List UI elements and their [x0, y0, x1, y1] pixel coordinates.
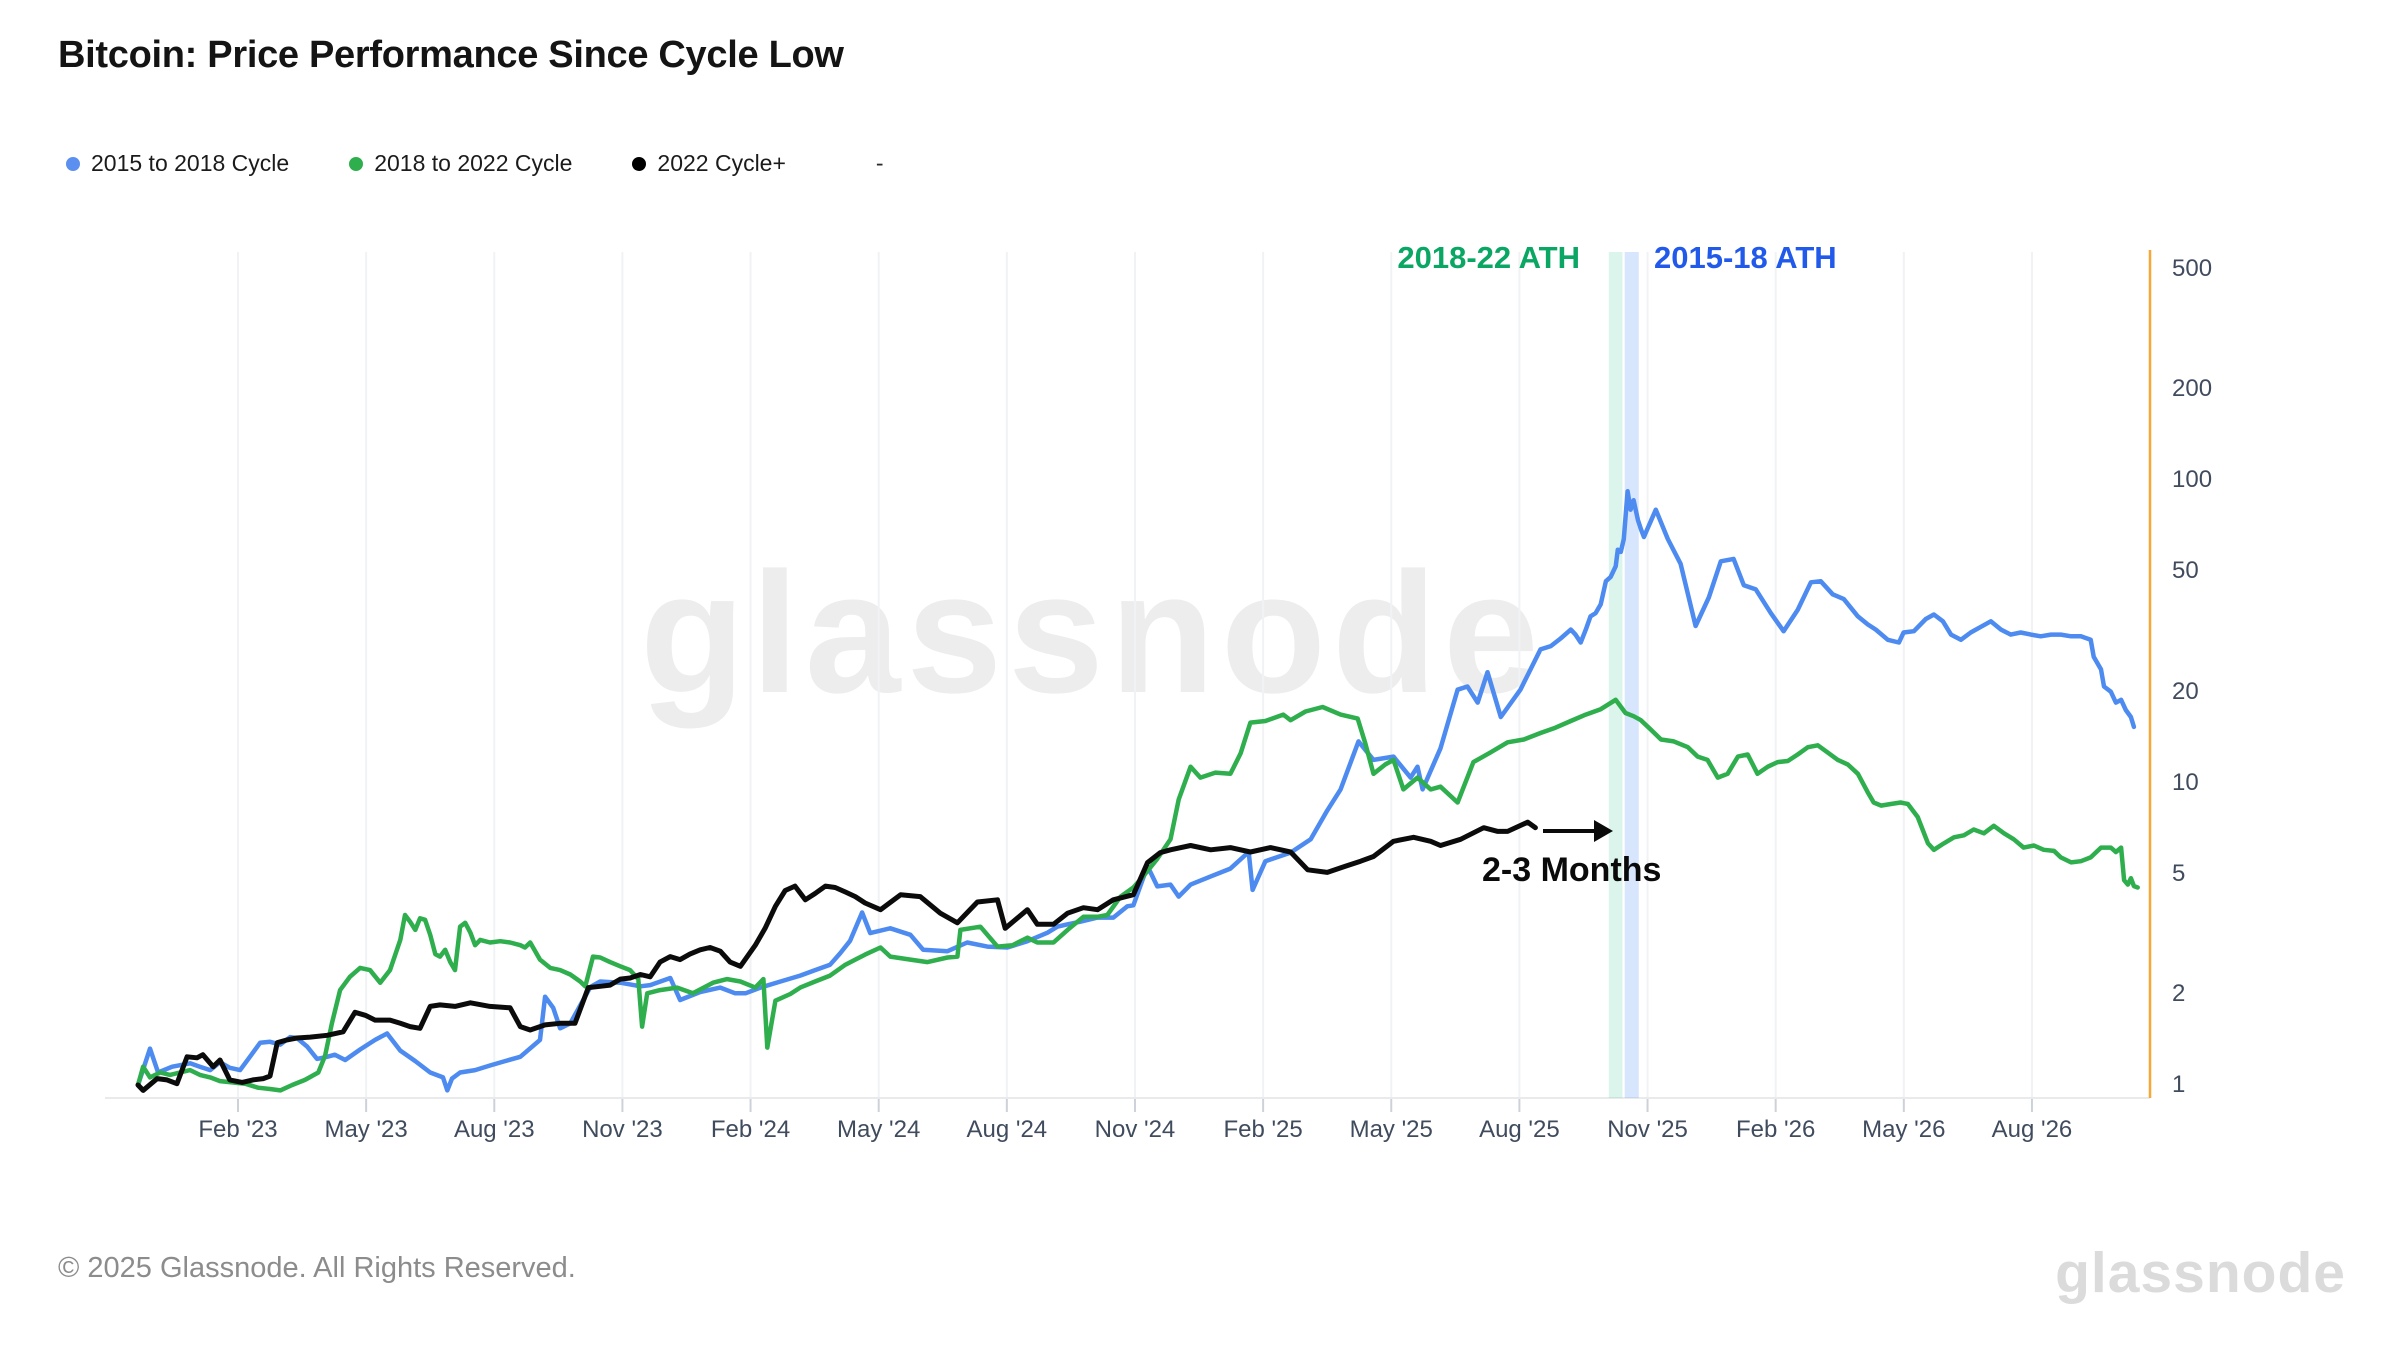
series-line[interactable]: [135, 489, 2137, 1093]
annotation-2015-18-ath: 2015-18 ATH: [1654, 240, 1837, 275]
glassnode-logo: glassnode: [2055, 1241, 2346, 1305]
y-tick-label: 5: [2172, 859, 2186, 887]
x-tick-label: Nov '23: [582, 1116, 663, 1143]
x-tick-label: Feb '26: [1736, 1116, 1816, 1143]
y-tick-label: 200: [2172, 375, 2213, 403]
x-tick-label: May '25: [1349, 1116, 1433, 1143]
y-tick-label: 1: [2172, 1071, 2186, 1098]
legend-item[interactable]: 2022 Cycle+: [632, 150, 786, 177]
x-tick-label: Nov '24: [1094, 1116, 1176, 1143]
legend-dot-icon: [349, 156, 364, 171]
x-tick-label: Feb '25: [1223, 1116, 1303, 1143]
x-tick-label: Feb '23: [198, 1116, 278, 1143]
annotation-2018-22-ath: 2018-22 ATH: [1397, 240, 1580, 275]
x-tick-label: Aug '23: [453, 1116, 535, 1143]
y-tick-label: 100: [2172, 466, 2213, 494]
watermark-text: glassnode: [640, 537, 1545, 729]
legend-label: 2022 Cycle+: [657, 150, 786, 176]
arrow-icon: [1543, 820, 1613, 842]
x-tick-label: Aug '26: [1991, 1116, 2073, 1143]
y-tick-label: 20: [2172, 677, 2199, 705]
copyright-text: © 2025 Glassnode. All Rights Reserved.: [58, 1252, 576, 1284]
series-line[interactable]: [135, 819, 1538, 1093]
x-tick-label: Feb '24: [710, 1116, 791, 1143]
y-tick-label: 2: [2172, 979, 2186, 1007]
x-tick-label: Aug '24: [966, 1116, 1048, 1143]
x-tick-label: May '23: [324, 1116, 408, 1143]
series-line[interactable]: [135, 697, 2140, 1093]
legend-extra: -: [875, 150, 884, 176]
y-tick-label: 500: [2172, 255, 2213, 283]
legend-label: 2015 to 2018 Cycle: [91, 150, 290, 176]
x-tick-label: May '26: [1862, 1116, 1946, 1143]
legend-item[interactable]: 2018 to 2022 Cycle: [349, 150, 572, 177]
legend: 2015 to 2018 Cycle 2018 to 2022 Cycle 2022…: [66, 150, 884, 177]
legend-label: 2018 to 2022 Cycle: [374, 150, 573, 176]
x-tick-label: Aug '25: [1479, 1116, 1560, 1143]
page-title: Bitcoin: Price Performance Since Cycle L…: [58, 34, 844, 76]
annotation-2-3-months: 2-3 Months: [1482, 851, 1662, 889]
x-tick-label: May '24: [837, 1116, 921, 1143]
ath-band: [1624, 252, 1639, 1098]
legend-dot-icon: [632, 156, 647, 171]
y-tick-label: 50: [2172, 557, 2199, 585]
x-tick-label: Nov '25: [1607, 1116, 1688, 1143]
y-tick-label: 10: [2172, 768, 2199, 796]
legend-dot-icon: [66, 156, 80, 171]
ath-band: [1608, 252, 1623, 1098]
legend-item[interactable]: 2015 to 2018 Cycle: [66, 150, 289, 177]
